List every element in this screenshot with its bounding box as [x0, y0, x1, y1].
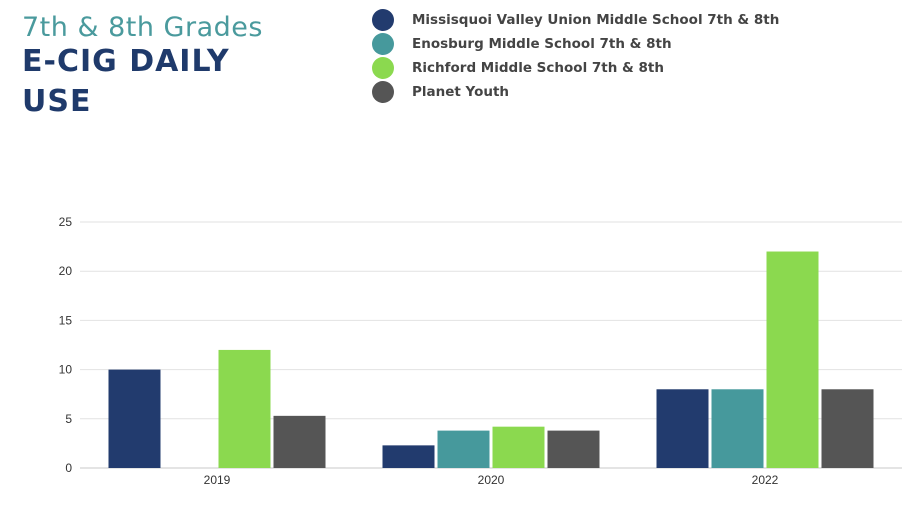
- bar: [382, 445, 435, 468]
- legend-item-missisquoi: Missisquoi Valley Union Middle School 7t…: [372, 8, 779, 32]
- legend-item-richford: Richford Middle School 7th & 8th: [372, 56, 779, 80]
- legend-swatch-gray: [372, 81, 394, 103]
- chart-area: 0 5 10 15 20 25 2019 2020 2022: [0, 200, 924, 500]
- y-tick-label: 15: [59, 313, 73, 327]
- bar-chart: 0 5 10 15 20 25 2019 2020 2022: [59, 215, 902, 487]
- y-tick-label: 20: [59, 264, 73, 278]
- y-tick-label: 0: [65, 461, 72, 475]
- chart-title-line-2: USE: [22, 84, 92, 119]
- bar: [108, 369, 161, 468]
- bar: [437, 430, 490, 468]
- bar: [547, 430, 600, 468]
- bar: [273, 415, 326, 468]
- y-tick-label: 5: [65, 412, 72, 426]
- legend-label: Missisquoi Valley Union Middle School 7t…: [412, 12, 780, 28]
- legend-swatch-green: [372, 57, 394, 79]
- bar: [766, 251, 819, 468]
- x-tick-label: 2019: [204, 473, 231, 487]
- legend-item-enosburg: Enosburg Middle School 7th & 8th: [372, 32, 779, 56]
- legend-swatch-navy: [372, 9, 394, 31]
- chart-subtitle: 7th & 8th Grades: [22, 12, 263, 43]
- bar: [492, 426, 545, 468]
- bar: [711, 389, 764, 468]
- legend-label: Enosburg Middle School 7th & 8th: [412, 36, 672, 52]
- x-tick-label: 2022: [752, 473, 779, 487]
- legend-label: Planet Youth: [412, 84, 510, 100]
- legend-item-planet-youth: Planet Youth: [372, 80, 779, 104]
- x-tick-label: 2020: [478, 473, 505, 487]
- chart-title-line-1: E-CIG DAILY: [22, 44, 230, 79]
- legend: Missisquoi Valley Union Middle School 7t…: [372, 8, 779, 104]
- bar: [821, 389, 874, 468]
- y-tick-label: 10: [59, 363, 73, 377]
- legend-label: Richford Middle School 7th & 8th: [412, 60, 664, 76]
- bar: [218, 349, 271, 468]
- y-tick-label: 25: [59, 215, 73, 229]
- legend-swatch-teal: [372, 33, 394, 55]
- bar: [656, 389, 709, 468]
